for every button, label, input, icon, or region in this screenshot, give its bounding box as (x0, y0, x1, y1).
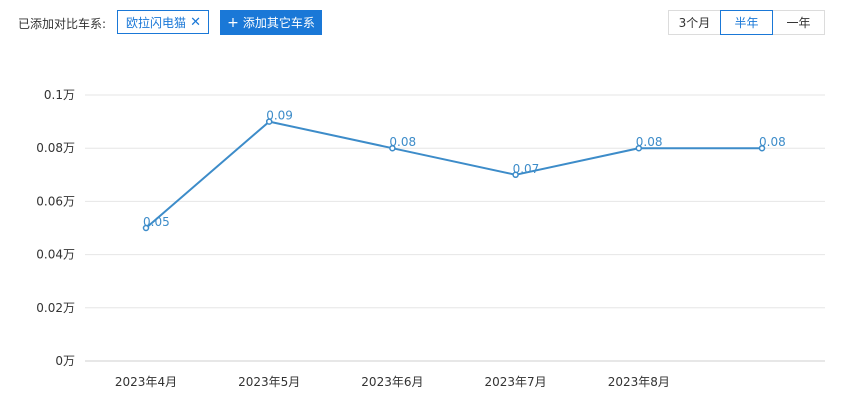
x-tick-label: 2023年5月 (238, 375, 300, 389)
series-line (145, 120, 762, 229)
y-tick-label: 0.04万 (36, 248, 75, 262)
data-label: 0.09 (266, 109, 293, 123)
x-tick-label: 2023年8月 (608, 375, 670, 389)
plus-icon: + (227, 14, 239, 31)
compare-label: 已添加对比车系: (18, 17, 107, 31)
x-tick-label: 2023年7月 (485, 375, 547, 389)
y-tick-label: 0.08万 (36, 141, 75, 155)
data-point (389, 144, 396, 152)
sales-line-chart: 0万 0.02万 0.04万 0.06万 0.08万 0.1万 2023年4月 2023年5月… (36, 88, 825, 389)
range-one-year-button[interactable]: 一年 (772, 10, 825, 35)
data-point (142, 224, 150, 232)
data-point (635, 144, 643, 152)
range-one-year-label: 一年 (786, 16, 811, 30)
data-label: 0.05 (143, 215, 170, 229)
range-half-year-label: 半年 (734, 16, 759, 30)
x-tick-label: 2023年6月 (361, 375, 423, 389)
y-tick-label: 0.06万 (36, 194, 75, 208)
close-icon[interactable]: ✕ (190, 14, 201, 30)
add-series-button[interactable]: + 添加其它车系 (220, 10, 322, 35)
series-tag: 欧拉闪电猫 ✕ (117, 10, 209, 34)
data-label: 0.08 (389, 135, 416, 149)
data-label: 0.07 (513, 162, 540, 176)
data-point (265, 118, 273, 125)
compare-toolbar: 已添加对比车系: 欧拉闪电猫 ✕ + 添加其它车系 3个月 半年 一年 (0, 0, 852, 48)
data-label: 0.08 (636, 135, 663, 149)
range-3-months-button[interactable]: 3个月 (668, 10, 721, 35)
y-tick-label: 0.02万 (36, 301, 75, 315)
time-range-group: 3个月 半年 一年 (668, 10, 825, 35)
y-tick-label: 0.1万 (44, 88, 75, 102)
data-point (758, 144, 766, 152)
series-tag-label: 欧拉闪电猫 (126, 15, 187, 30)
data-label: 0.08 (759, 135, 786, 149)
add-series-label: 添加其它车系 (242, 16, 315, 30)
x-tick-label: 2023年4月 (115, 375, 177, 389)
y-tick-label: 0万 (55, 354, 75, 368)
data-point (512, 171, 519, 179)
range-3-months-label: 3个月 (678, 16, 711, 30)
range-half-year-button[interactable]: 半年 (720, 10, 773, 35)
